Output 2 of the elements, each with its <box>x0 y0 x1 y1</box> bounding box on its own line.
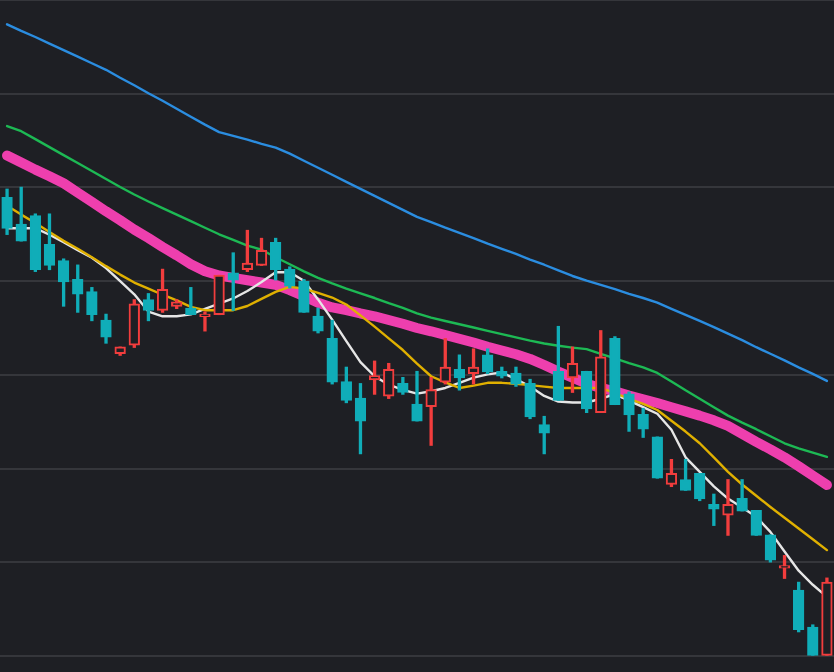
candlestick <box>722 479 734 536</box>
candlestick <box>708 493 720 526</box>
